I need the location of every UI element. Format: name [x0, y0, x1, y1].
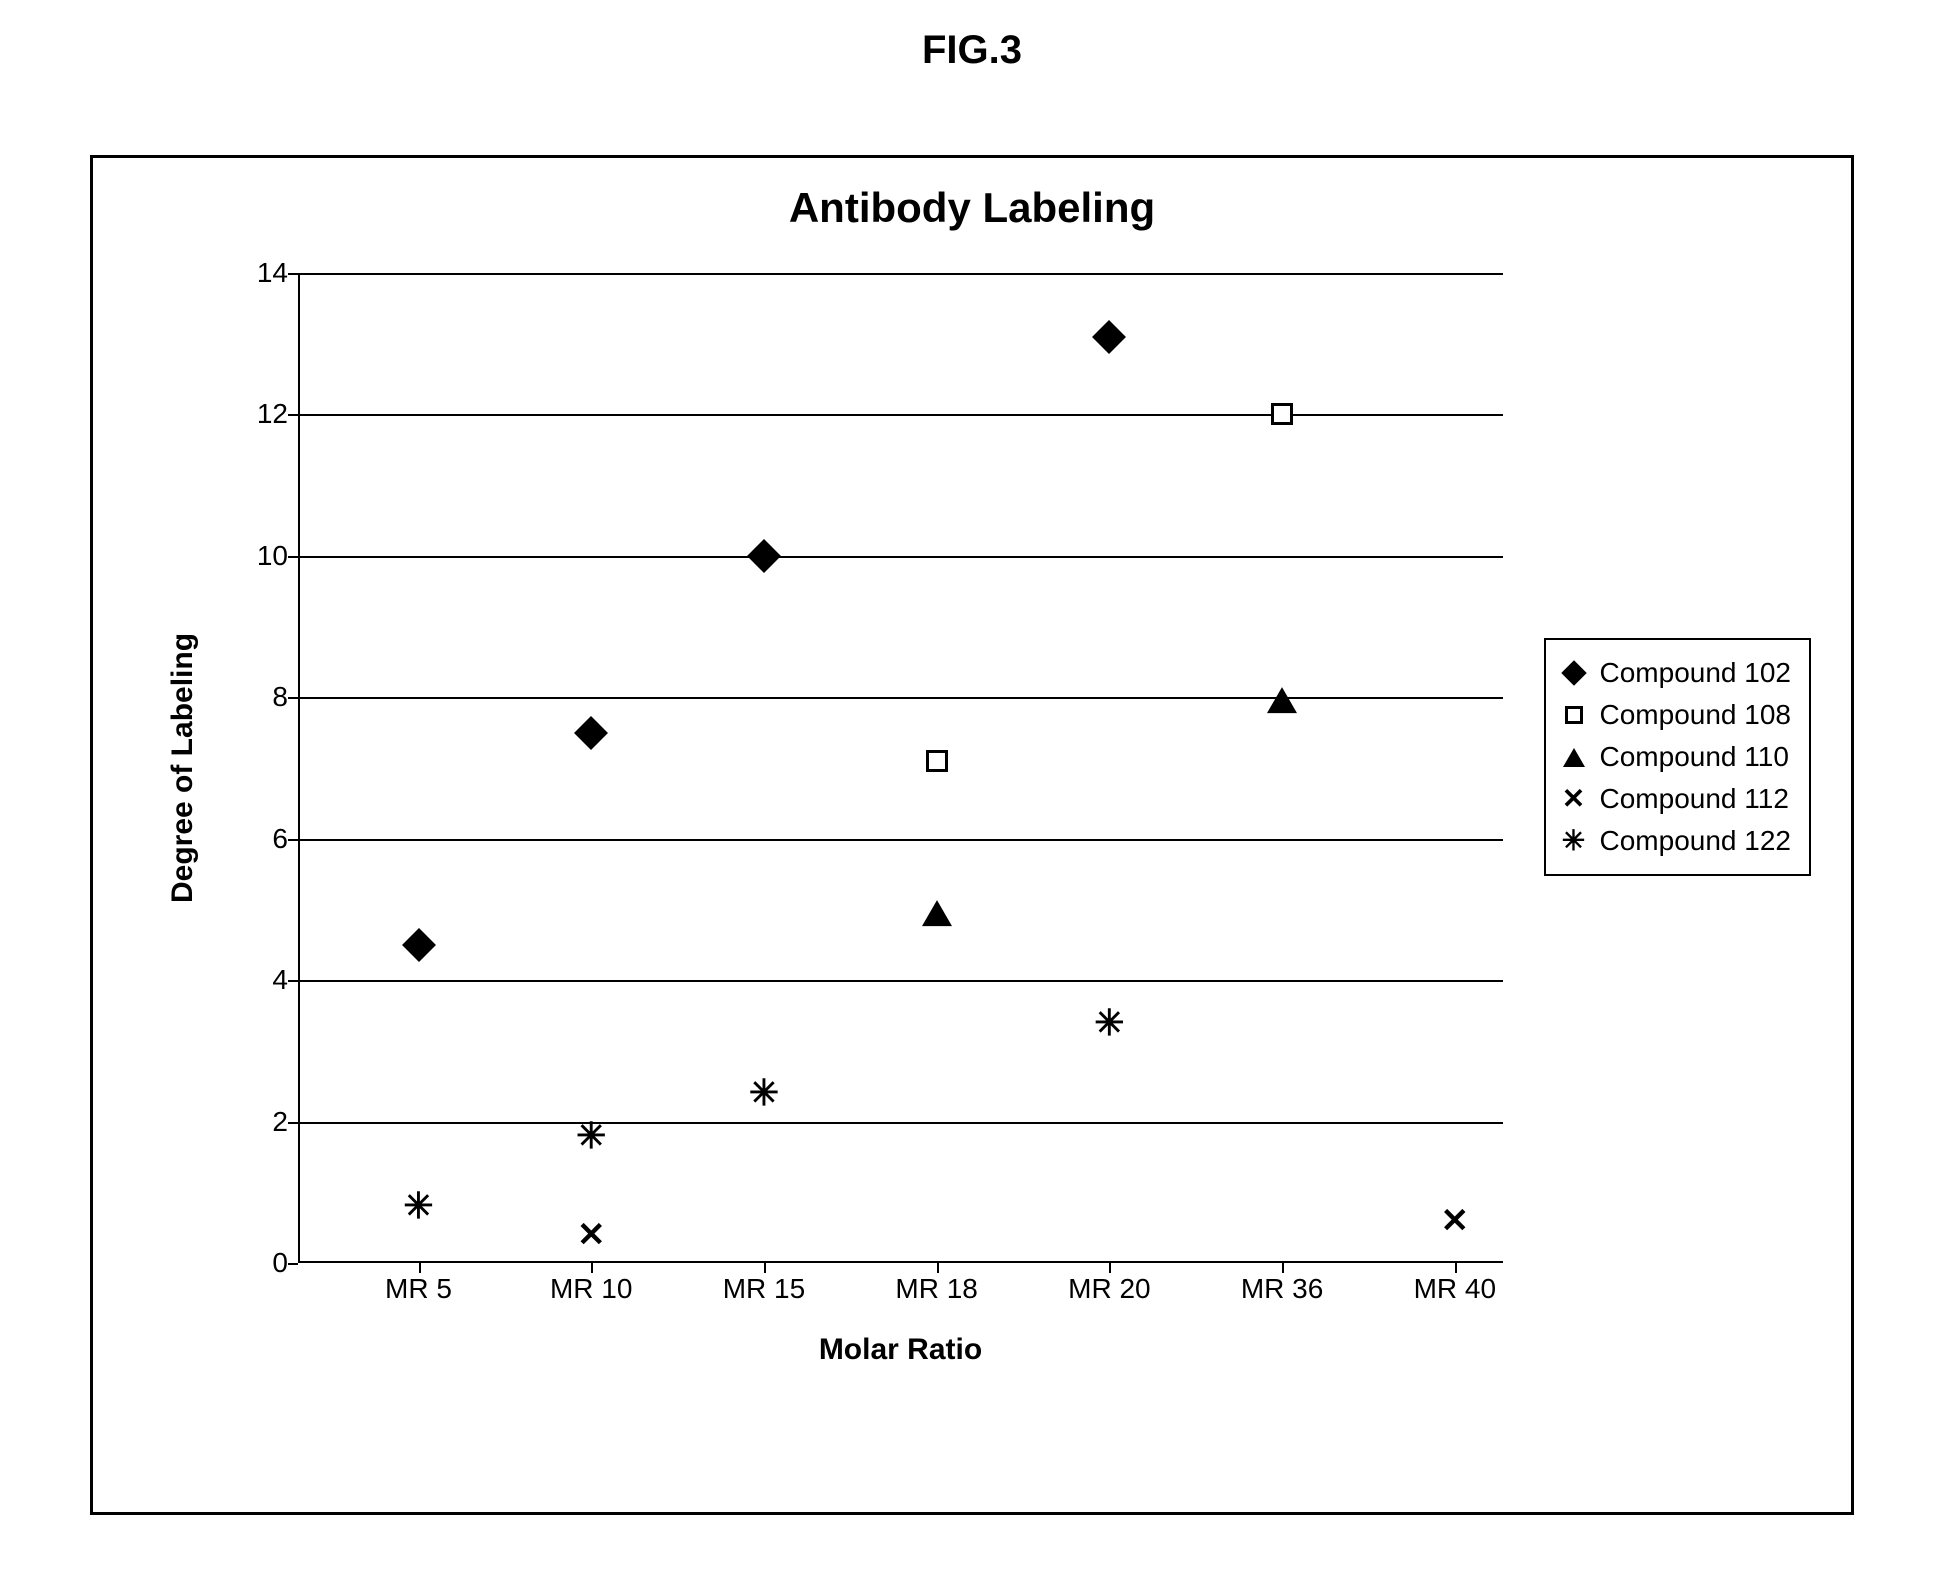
y-tick-label: 14 — [257, 257, 288, 289]
asterisk-icon: ✳ — [1560, 827, 1588, 855]
x-tick-label: MR 15 — [723, 1273, 805, 1305]
x-tick-mark — [1109, 1263, 1111, 1273]
chart-title: Antibody Labeling — [93, 184, 1851, 232]
y-axis-line — [298, 273, 300, 1263]
gridline — [298, 414, 1503, 416]
x-tick-mark — [591, 1263, 593, 1273]
x-tick-row: MR 5 MR 10 MR 15 MR 18 MR 20 MR 36 MR 40 — [298, 1273, 1503, 1313]
y-tick-mark — [288, 556, 298, 558]
legend-label: Compound 110 — [1600, 741, 1789, 773]
x-tick-label: MR 20 — [1068, 1273, 1150, 1305]
legend-item-compound-108: Compound 108 — [1558, 694, 1793, 736]
data-point — [402, 928, 436, 962]
diamond-icon — [1560, 659, 1588, 687]
x-tick-mark — [937, 1263, 939, 1273]
gridline — [298, 697, 1503, 699]
gridline — [298, 556, 1503, 558]
legend: Compound 102 Compound 108 Compound 110 ✕… — [1544, 638, 1811, 876]
x-tick-mark — [764, 1263, 766, 1273]
data-point: ✕ — [1440, 1206, 1470, 1236]
gridline — [298, 839, 1503, 841]
x-tick-label: MR 40 — [1414, 1273, 1496, 1305]
x-tick-label: MR 18 — [895, 1273, 977, 1305]
x-tick-mark — [1282, 1263, 1284, 1273]
figure-label: FIG.3 — [0, 28, 1944, 73]
x-icon: ✕ — [1560, 785, 1588, 813]
data-point: ✳ — [404, 1191, 434, 1221]
data-point — [922, 900, 952, 926]
data-point — [747, 539, 781, 573]
legend-label: Compound 122 — [1600, 825, 1791, 857]
y-tick-mark — [288, 414, 298, 416]
legend-item-compound-102: Compound 102 — [1558, 652, 1793, 694]
x-tick-mark — [1455, 1263, 1457, 1273]
page-root: FIG.3 Antibody Labeling Compound 102 Com… — [0, 0, 1944, 1573]
y-tick-label: 2 — [272, 1106, 288, 1138]
triangle-icon — [1560, 743, 1588, 771]
data-point: ✳ — [1094, 1008, 1124, 1038]
plot-area: Degree of Labeling Molar Ratio MR 5MR 10… — [298, 273, 1503, 1263]
y-axis-label: Degree of Labeling — [166, 633, 200, 903]
x-tick-label: MR 5 — [385, 1273, 452, 1305]
legend-item-compound-110: Compound 110 — [1558, 736, 1793, 778]
figure-frame: Antibody Labeling Compound 102 Compound … — [90, 155, 1854, 1515]
y-tick-mark — [288, 273, 298, 275]
x-tick-label: MR 36 — [1241, 1273, 1323, 1305]
y-tick-label: 10 — [257, 540, 288, 572]
legend-item-compound-112: ✕ Compound 112 — [1558, 778, 1793, 820]
y-tick-mark — [288, 839, 298, 841]
x-axis-line — [298, 1261, 1503, 1263]
y-tick-label: 0 — [272, 1247, 288, 1279]
open-square-icon — [1560, 701, 1588, 729]
data-point — [1271, 403, 1293, 425]
data-point — [926, 750, 948, 772]
x-tick-mark — [419, 1263, 421, 1273]
data-point: ✕ — [576, 1220, 606, 1250]
y-tick-label: 4 — [272, 964, 288, 996]
x-tick-label: MR 10 — [550, 1273, 632, 1305]
gridline — [298, 980, 1503, 982]
legend-label: Compound 102 — [1600, 657, 1791, 689]
legend-label: Compound 112 — [1600, 783, 1789, 815]
y-tick-mark — [288, 697, 298, 699]
data-point: ✳ — [576, 1121, 606, 1151]
legend-label: Compound 108 — [1600, 699, 1791, 731]
gridline — [298, 1122, 1503, 1124]
legend-item-compound-122: ✳ Compound 122 — [1558, 820, 1793, 862]
y-tick-mark — [288, 1122, 298, 1124]
data-point — [1267, 687, 1297, 713]
y-tick-label: 8 — [272, 681, 288, 713]
y-tick-mark — [288, 1263, 298, 1265]
data-point — [1092, 320, 1126, 354]
y-tick-label: 6 — [272, 823, 288, 855]
gridline — [298, 273, 1503, 275]
data-point — [574, 716, 608, 750]
x-axis-label: Molar Ratio — [298, 1333, 1503, 1367]
y-tick-label: 12 — [257, 398, 288, 430]
data-point: ✳ — [749, 1078, 779, 1108]
y-tick-mark — [288, 980, 298, 982]
